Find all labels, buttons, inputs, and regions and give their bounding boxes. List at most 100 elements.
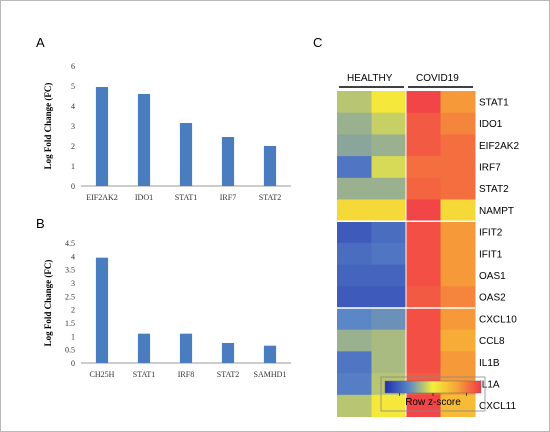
y-tick-label: 2 xyxy=(71,306,75,315)
heatmap-row-label: IL1B xyxy=(479,358,500,369)
heatmap-cell xyxy=(440,264,476,287)
heatmap-cell xyxy=(406,351,441,374)
heatmap-cell xyxy=(406,308,441,331)
heatmap-cell xyxy=(337,264,372,287)
colorbar-frame xyxy=(380,376,486,412)
x-tick-label: IDO1 xyxy=(135,193,153,202)
bar-irf7 xyxy=(221,137,235,186)
heatmap-cell xyxy=(406,156,441,179)
heatmap-cell xyxy=(440,286,476,309)
y-tick-label: 2 xyxy=(71,142,75,151)
heatmap-row-label: CXCL11 xyxy=(479,401,516,412)
bar-chart-b: 0 0.5 1 1.5 2 2.5 3 3.5 4 4.5 Log Fold Change (FC)… xyxy=(43,239,291,379)
heatmap-cell xyxy=(440,351,476,374)
y-tick-label: 2.5 xyxy=(65,292,75,301)
heatmap-row-label: STAT2 xyxy=(479,184,509,195)
heatmap-cell xyxy=(440,199,476,222)
heatmap-cell xyxy=(337,308,372,331)
y-tick-label: 0 xyxy=(71,359,75,368)
bar-ch25h xyxy=(95,257,109,363)
y-tick-label: 6 xyxy=(71,62,75,71)
heatmap-group-label-covid19: COVID19 xyxy=(416,73,459,84)
heatmap-cell xyxy=(337,221,372,244)
heatmap-cell xyxy=(337,177,372,200)
heatmap-row-label: IRF7 xyxy=(479,162,501,173)
heatmap-cell xyxy=(371,156,407,179)
heatmap-row-label: CCL8 xyxy=(479,336,505,347)
heatmap-cell xyxy=(371,264,407,287)
panel-b-letter: B xyxy=(36,216,45,231)
heatmap-cell xyxy=(440,221,476,244)
y-tick-label: 0.5 xyxy=(65,346,75,355)
colorbar xyxy=(384,380,482,394)
colorbar-label: Row z-score xyxy=(405,397,461,408)
bar-stat2 xyxy=(221,343,235,363)
heatmap-row-label: IDO1 xyxy=(479,119,503,130)
y-tick-label: 4 xyxy=(71,252,75,261)
y-tick-label: 0 xyxy=(71,182,75,191)
y-tick-label: 1 xyxy=(71,332,75,341)
bar-stat1 xyxy=(179,123,193,186)
heatmap-cell xyxy=(406,112,441,135)
heatmap-cell xyxy=(371,91,407,114)
heatmap-cell xyxy=(440,91,476,114)
heatmap-cell xyxy=(406,134,441,157)
heatmap-cell xyxy=(440,242,476,266)
heatmap-cell xyxy=(337,351,372,374)
bar-ido1 xyxy=(137,94,151,186)
bar-stat1 xyxy=(137,333,151,363)
y-tick-label: 3 xyxy=(71,279,75,288)
heatmap-cell xyxy=(406,177,441,200)
heatmap-cell xyxy=(406,264,441,287)
heatmap-row-label: IFIT2 xyxy=(479,228,503,239)
heatmap-cell xyxy=(440,308,476,331)
heatmap-cell xyxy=(406,286,441,309)
x-tick-label: EIF2AK2 xyxy=(86,193,118,202)
heatmap-cell xyxy=(371,134,407,157)
bar-irf8 xyxy=(179,333,193,363)
y-axis-title: Log Fold Change (FC) xyxy=(43,83,53,170)
heatmap-cell xyxy=(371,199,407,222)
y-tick-label: 4.5 xyxy=(65,239,75,248)
y-tick-label: 3.5 xyxy=(65,266,75,275)
heatmap-cell xyxy=(337,242,372,266)
heatmap-cell xyxy=(371,112,407,135)
heatmap-cell xyxy=(371,308,407,331)
heatmap-c: HEALTHY COVID19 STAT1 IDO1 EIF2AK2 IRF7 STAT2 N… xyxy=(337,73,519,417)
heatmap-cell xyxy=(337,329,372,352)
heatmap-cell xyxy=(371,394,407,417)
heatmap-row-label: NAMPT xyxy=(479,206,514,217)
x-tick-label: STAT1 xyxy=(133,370,155,379)
heatmap-cell xyxy=(371,242,407,266)
heatmap-cell xyxy=(440,112,476,135)
y-tick-label: 1.5 xyxy=(65,319,75,328)
heatmap-group-label-healthy: HEALTHY xyxy=(347,73,393,84)
heatmap-row-label: EIF2AK2 xyxy=(479,141,519,152)
heatmap-cell xyxy=(440,329,476,352)
x-tick-label: SAMHD1 xyxy=(254,370,287,379)
heatmap-cell xyxy=(440,134,476,157)
heatmap-cell xyxy=(371,286,407,309)
heatmap-cell xyxy=(337,156,372,179)
x-tick-label: STAT2 xyxy=(259,193,281,202)
heatmap-cell xyxy=(337,134,372,157)
x-tick-label: CH25H xyxy=(90,370,115,379)
heatmap-cell xyxy=(371,177,407,200)
x-tick-label: STAT2 xyxy=(217,370,239,379)
heatmap-row-label: CXCL10 xyxy=(479,314,517,325)
heatmap-cell xyxy=(406,199,441,222)
heatmap-cell xyxy=(371,351,407,374)
heatmap-cell xyxy=(440,394,476,417)
heatmap-row-label: OAS2 xyxy=(479,293,506,304)
heatmap-cell xyxy=(406,329,441,352)
heatmap-cell xyxy=(440,156,476,179)
bar-chart-a: 0 1 2 3 4 5 6 Log Fold Change (FC) EIF2AK2 IDO1 ST… xyxy=(43,62,291,202)
bar-samhd1 xyxy=(263,345,277,363)
heatmap-cell xyxy=(371,221,407,244)
panel-a-letter: A xyxy=(36,35,45,50)
heatmap-cell xyxy=(337,112,372,135)
heatmap-row-label: IL1A xyxy=(479,379,500,390)
heatmap-cell xyxy=(337,91,372,114)
heatmap-cell xyxy=(371,329,407,352)
